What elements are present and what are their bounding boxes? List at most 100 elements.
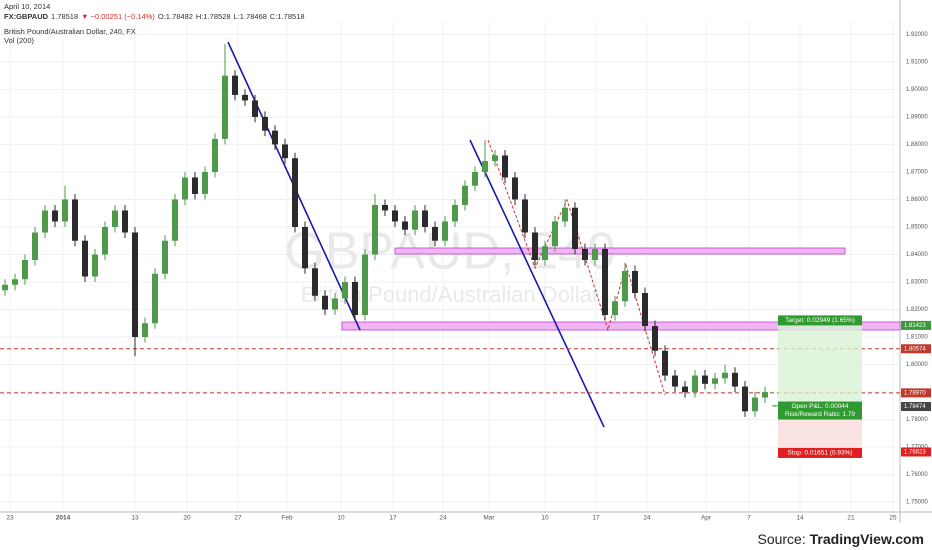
zone [341, 321, 901, 331]
x-tick-label: 7 [747, 515, 751, 522]
candle-body [82, 240, 88, 277]
candle-body [192, 177, 198, 194]
source-site: TradingView.com [809, 531, 924, 547]
watermark-sub: British Pound/Australian Dollar [301, 282, 599, 307]
candle-body [442, 221, 448, 241]
y-tick-label: 1.89000 [906, 115, 928, 121]
candle-body [572, 207, 578, 249]
x-tick-label: 13 [131, 515, 139, 522]
candle-body [262, 116, 268, 131]
x-tick-label: 25 [889, 515, 897, 522]
target-label: Target: 0.02949 (1.65%) [785, 317, 855, 324]
candle-body [142, 323, 148, 338]
source: Source: TradingView.com [757, 531, 924, 547]
y-tick-label: 1.91000 [906, 59, 928, 65]
x-tick-label: 14 [796, 515, 804, 522]
indicator: Vol (200) [4, 36, 35, 45]
y-tick-label: 1.83000 [906, 280, 928, 286]
price-badge [901, 447, 931, 457]
price-badge [901, 402, 931, 412]
target-label-bg [778, 315, 862, 326]
candle-body [212, 138, 218, 172]
chart-title: British Pound/Australian Dollar, 240, FX [4, 27, 136, 36]
candle-body [332, 298, 338, 310]
y-tick-label: 1.85000 [906, 225, 928, 231]
candle-body [692, 375, 698, 393]
candle-body [32, 232, 38, 260]
price-badge [901, 344, 931, 354]
x-tick-label: 23 [6, 515, 14, 522]
candle-body [642, 293, 648, 327]
candle-body [682, 386, 688, 393]
candle-body [292, 158, 298, 227]
candle-body [432, 226, 438, 241]
candle-body [662, 350, 668, 376]
candle-body [122, 210, 128, 233]
y-tick-label: 1.86000 [906, 197, 928, 203]
y-tick-label: 1.88000 [906, 142, 928, 148]
candle-body [422, 210, 428, 227]
x-tick-label: 20 [183, 515, 191, 522]
candle-body [772, 405, 778, 407]
price-badge [901, 388, 931, 398]
candle-body [412, 210, 418, 230]
x-tick-label: 17 [592, 515, 600, 522]
candle-body [112, 210, 118, 227]
candle-body [372, 204, 378, 255]
candle-body [702, 375, 708, 384]
candle-body [152, 273, 158, 324]
price-badge-label: 1.78474 [904, 404, 926, 410]
candle-body [22, 259, 28, 280]
y-tick-label: 1.90000 [906, 87, 928, 93]
x-tick-label: 2014 [56, 515, 71, 522]
candle-body [272, 130, 278, 145]
stop-label: Stop: 0.01651 (0.93%) [787, 450, 852, 457]
candle-body [92, 254, 98, 277]
candle-body [12, 279, 18, 285]
candle-body [232, 75, 238, 95]
candle-body [42, 210, 48, 233]
y-tick-label: 1.82000 [906, 307, 928, 313]
rr-label: Risk/Reward Ratio: 1.79 [785, 411, 855, 418]
pnl-bg [778, 401, 862, 420]
price-badge-label: 1.81423 [904, 323, 926, 329]
candle-body [2, 284, 8, 291]
candle-body [612, 301, 618, 316]
candle-body [742, 386, 748, 412]
x-tick-label: 17 [389, 515, 397, 522]
candle-body [172, 199, 178, 241]
x-tick-label: 10 [541, 515, 549, 522]
candle-body [322, 295, 328, 310]
candle-body [162, 240, 168, 274]
candle-body [672, 375, 678, 387]
candle-body [722, 372, 728, 379]
candle-body [282, 144, 288, 159]
open-text: O:1.78482 [157, 12, 193, 21]
high-text: H:1.78528 [195, 12, 231, 21]
candle-body [222, 75, 228, 139]
candle-body [382, 204, 388, 211]
x-tick-label: 21 [847, 515, 855, 522]
y-tick-label: 1.78000 [906, 417, 928, 423]
candle-body [622, 271, 628, 302]
candle-body [472, 171, 478, 186]
candle-body [62, 199, 68, 222]
candle-body [72, 199, 78, 241]
y-tick-label: 1.92000 [906, 32, 928, 38]
low-text: L:1.78468 [233, 12, 267, 21]
candle-body [502, 155, 508, 178]
price-badge [901, 320, 931, 330]
candle-body [392, 210, 398, 222]
candle-body [242, 94, 248, 101]
candle-body [252, 100, 258, 117]
y-tick-label: 1.75000 [906, 500, 928, 506]
symbol: FX:GBPAUD [4, 12, 49, 21]
candle-body [592, 248, 598, 260]
date: April 10, 2014 [4, 2, 51, 11]
y-tick-label: 1.81000 [906, 335, 928, 341]
candle-body [532, 232, 538, 260]
x-tick-label: 24 [643, 515, 651, 522]
candle-body [312, 268, 318, 296]
